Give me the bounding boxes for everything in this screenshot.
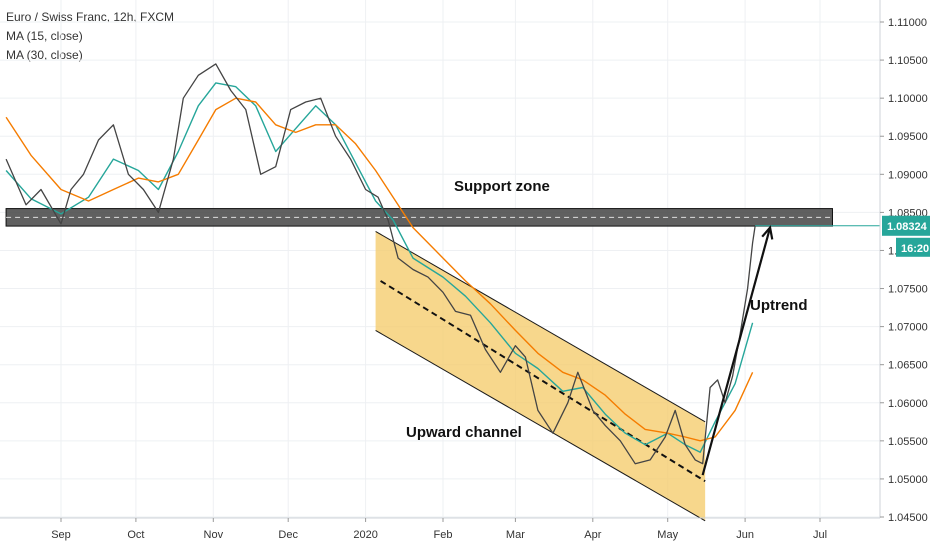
y-tick-label: 1.10000 [888,93,928,105]
x-axis: Sep Oct Nov Dec 2020 Feb Mar Apr May Jun Jul [51,518,827,541]
y-tick-label: 1.07500 [888,284,928,296]
y-tick-label: 1.06000 [888,398,928,410]
x-tick-label: Mar [506,529,525,541]
support-zone-label: Support zone [454,178,550,195]
x-tick-label: Nov [204,529,224,541]
y-tick-label: 1.11000 [888,17,927,29]
channel-lower-line [375,329,706,522]
ma30-legend-item[interactable]: MA (30, close) [6,48,83,62]
uptrend-label: Uptrend [750,297,808,314]
x-tick-label: Feb [434,529,453,541]
x-tick-label: 2020 [353,529,377,541]
countdown-tag [896,237,930,257]
series-line-price [5,63,756,465]
uptrend-arrow-head [761,225,774,240]
y-tick-label: 1.09000 [888,169,928,181]
last-price-tag [882,215,930,236]
uptrend-line [701,227,772,476]
x-tick-label: May [657,529,678,541]
y-tick-label: 1.05500 [888,436,928,448]
countdown-time: 16:20 [901,243,929,255]
last-price-value: 1.08324 [887,221,928,233]
symbol-title[interactable]: Euro / Swiss Franc, 12h, FXCM [6,10,175,24]
y-tick-label: 1.09500 [888,131,928,143]
y-tick-label: 1.07000 [888,322,928,334]
upward-channel-label: Upward channel [406,424,522,441]
channel-mid-line [380,280,706,483]
y-tick-label: 1.06500 [888,360,928,372]
x-tick-label: Oct [127,529,144,541]
y-tick-label: 1.10500 [888,55,928,67]
y-tick-label: 1.04500 [888,512,928,524]
x-tick-label: Sep [51,529,71,541]
upward-channel-fill [375,231,706,521]
x-tick-label: Dec [278,529,298,541]
x-tick-label: Jun [736,529,754,541]
channel-upper-line [375,230,706,423]
x-tick-label: Apr [584,529,601,541]
y-axis: 1.04500 1.05000 1.05500 1.06000 1.06500 1.070… [880,17,928,524]
ma15-legend-item[interactable]: MA (15, close) [6,29,83,43]
y-tick-label: 1.05000 [888,474,928,486]
series-line-ma30 [5,97,754,442]
price-axis-background [880,0,932,550]
chart-legend: Euro / Swiss Franc, 12h, FXCM MA (15, cl… [6,8,174,65]
x-tick-label: Jul [813,529,827,541]
